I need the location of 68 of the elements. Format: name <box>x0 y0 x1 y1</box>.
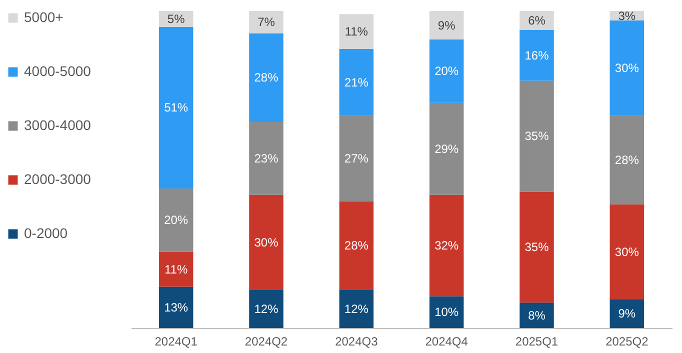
legend-label: 5000+ <box>24 9 64 25</box>
x-tick-label: 2025Q2 <box>606 334 649 348</box>
x-tick-label: 2024Q3 <box>335 334 378 348</box>
data-label: 11% <box>164 262 188 276</box>
data-label: 30% <box>254 235 279 250</box>
legend-label: 4000-5000 <box>24 63 92 79</box>
bar <box>249 11 284 34</box>
x-tick-label: 2024Q2 <box>244 334 288 348</box>
bar <box>520 192 554 303</box>
bar <box>339 290 374 328</box>
x-tick-label: 2024Q1 <box>154 334 198 348</box>
bar <box>520 302 554 328</box>
bar <box>339 49 374 116</box>
data-label: 12% <box>254 302 279 316</box>
bar <box>429 40 464 103</box>
x-tick-label: 2024Q4 <box>425 334 468 348</box>
bar <box>610 204 644 300</box>
data-label: 11% <box>344 24 368 39</box>
bar <box>610 299 644 328</box>
data-label: 10% <box>434 305 459 320</box>
data-label: 20% <box>164 213 188 228</box>
bar <box>339 14 374 50</box>
bar <box>249 33 284 122</box>
bar <box>520 80 554 192</box>
data-label: 30% <box>614 61 640 76</box>
data-label: 28% <box>344 238 369 253</box>
bar <box>249 194 284 290</box>
data-label: 12% <box>344 302 369 316</box>
data-label: 5% <box>167 12 186 26</box>
data-label: 9% <box>438 18 456 32</box>
bar <box>610 20 644 116</box>
data-label: 32% <box>434 238 459 253</box>
data-label: 35% <box>524 240 550 254</box>
bar <box>249 122 284 195</box>
data-label: 13% <box>164 300 188 314</box>
data-label: 21% <box>344 75 369 90</box>
data-label: 23% <box>254 151 279 166</box>
data-label: 28% <box>614 152 640 167</box>
bar <box>158 26 194 189</box>
bar <box>429 11 464 40</box>
data-label: 9% <box>618 306 636 321</box>
bar <box>158 286 194 328</box>
data-label: 6% <box>528 14 546 28</box>
data-label: 8% <box>528 308 546 322</box>
bar <box>429 102 464 195</box>
bar <box>429 296 464 328</box>
bar <box>339 116 374 202</box>
bar <box>520 30 554 81</box>
data-label: 35% <box>524 129 550 144</box>
data-label: 27% <box>344 151 369 166</box>
data-label: 29% <box>434 142 459 156</box>
bar <box>610 116 644 204</box>
data-label: 3% <box>618 8 636 23</box>
data-label: 20% <box>434 64 459 78</box>
legend-label: 2000-3000 <box>24 171 92 187</box>
data-label: 7% <box>258 15 276 30</box>
bar <box>158 252 194 287</box>
bar <box>339 201 374 290</box>
bar <box>249 290 284 328</box>
data-label: 16% <box>524 48 550 62</box>
bar <box>158 188 194 252</box>
legend-label: 0-2000 <box>24 225 68 241</box>
legend-label: 3000-4000 <box>24 117 92 133</box>
data-label: 51% <box>164 100 188 115</box>
data-label: 30% <box>614 244 640 259</box>
x-tick-label: 2025Q1 <box>515 334 558 348</box>
bar <box>429 194 464 296</box>
data-label: 28% <box>254 70 279 85</box>
